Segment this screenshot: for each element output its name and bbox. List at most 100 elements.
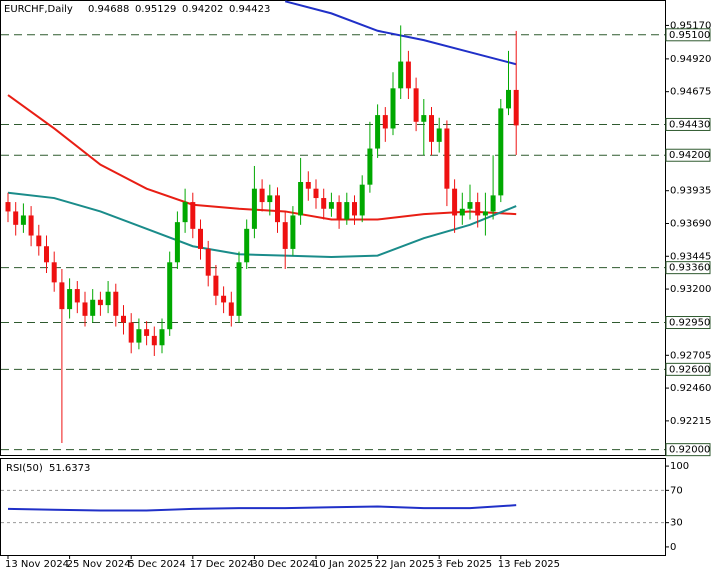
candle-body <box>506 89 511 109</box>
candle-body <box>174 222 180 263</box>
level-label-box <box>665 28 711 42</box>
x-tick-label: 22 Jan 2025 <box>375 559 435 570</box>
x-tick-label: 10 Jan 2025 <box>313 559 373 570</box>
candle-body <box>382 115 388 129</box>
y-tick-label: 0 <box>670 542 676 553</box>
candle-body <box>82 302 88 316</box>
candle-body <box>267 195 273 203</box>
candle-body <box>221 295 227 303</box>
y-tick-label: 0.95170 <box>670 20 711 31</box>
candle-body <box>113 291 119 316</box>
rsi-line <box>7 504 517 512</box>
candle-body <box>298 182 304 216</box>
candle-body <box>97 299 103 306</box>
y-tick-label: 0.93935 <box>670 186 711 197</box>
candle-body <box>328 202 334 209</box>
ohlc-high: 0.95129 <box>135 4 176 15</box>
candle-body <box>144 329 150 336</box>
candle-body <box>259 188 265 203</box>
x-tick-label: 30 Dec 2024 <box>251 559 315 570</box>
level-label-box <box>665 117 711 131</box>
candle-body <box>74 289 80 303</box>
y-tick-label: 0.93690 <box>670 218 711 229</box>
price-panel <box>0 0 666 456</box>
candle-body <box>275 195 280 223</box>
ohlc-low: 0.94202 <box>182 4 223 15</box>
candle-body <box>405 61 411 89</box>
candle-body <box>290 215 296 249</box>
candle-body <box>51 262 57 283</box>
level-label-box <box>665 148 711 162</box>
candle-body <box>159 329 165 346</box>
candle-body <box>390 88 396 129</box>
level-label: 0.92950 <box>669 318 710 329</box>
x-tick-label: 25 Nov 2024 <box>67 559 131 570</box>
candle-body <box>344 202 350 220</box>
level-label: 0.94430 <box>669 119 710 130</box>
y-tick-label: 0.92460 <box>670 383 711 394</box>
level-label: 0.92000 <box>669 445 710 456</box>
candle-body <box>482 211 488 216</box>
level-label-box <box>665 261 711 275</box>
candle-body <box>167 262 173 330</box>
candle-body <box>352 202 357 216</box>
candle-body <box>5 202 11 212</box>
candle-body <box>67 289 73 310</box>
candle-body <box>151 335 157 346</box>
candle-body <box>490 195 496 212</box>
x-tick-label: 17 Dec 2024 <box>190 559 254 570</box>
candle-body <box>398 61 404 89</box>
level-label-box <box>665 316 711 330</box>
candle-body <box>251 188 257 229</box>
candle-body <box>459 208 465 216</box>
y-tick-label: 70 <box>670 485 683 496</box>
y-tick-label: 100 <box>670 461 689 472</box>
level-label-box <box>665 362 711 376</box>
candle-body <box>136 329 142 343</box>
candle-body <box>321 198 327 209</box>
candle-body <box>359 184 365 216</box>
x-tick-label: 3 Feb 2025 <box>436 559 492 570</box>
x-tick-label: 5 Dec 2024 <box>128 559 186 570</box>
moving-average <box>7 191 517 258</box>
candle-body <box>313 188 319 199</box>
candle-body <box>59 282 65 310</box>
candle-body <box>182 202 188 223</box>
candle-body <box>305 182 311 189</box>
y-tick-label: 0.93200 <box>670 284 711 295</box>
candle-body <box>205 248 211 276</box>
candle-body <box>367 148 373 185</box>
candle-body <box>236 262 242 316</box>
x-tick-label: 13 Nov 2024 <box>5 559 69 570</box>
y-tick-label: 0.93445 <box>670 251 711 262</box>
candle-body <box>513 89 519 126</box>
candle-body <box>36 235 42 247</box>
candle-body <box>121 315 126 323</box>
candle-body <box>213 275 219 296</box>
candle-body <box>20 215 26 225</box>
candle-body <box>105 291 111 306</box>
rsi-title: RSI(50) <box>6 463 43 474</box>
level-label: 0.94200 <box>669 150 710 161</box>
candle-body <box>498 108 504 196</box>
ohlc-close: 0.94423 <box>229 4 270 15</box>
candle-body <box>413 88 419 122</box>
candle-body <box>190 202 196 229</box>
candle-body <box>429 115 434 142</box>
candle-body <box>421 115 427 122</box>
rsi-value: 51.6373 <box>49 463 90 474</box>
y-tick-label: 0.94675 <box>670 87 711 98</box>
level-label: 0.93360 <box>669 263 710 274</box>
candle-body <box>244 228 250 263</box>
candle-body <box>467 202 473 209</box>
level-label: 0.92600 <box>669 364 710 375</box>
candle-body <box>228 302 234 316</box>
y-tick-label: 0.92215 <box>670 416 711 427</box>
candle-body <box>436 128 442 142</box>
candle-body <box>28 215 34 236</box>
level-label-box <box>665 443 711 457</box>
candle-body <box>90 299 96 316</box>
